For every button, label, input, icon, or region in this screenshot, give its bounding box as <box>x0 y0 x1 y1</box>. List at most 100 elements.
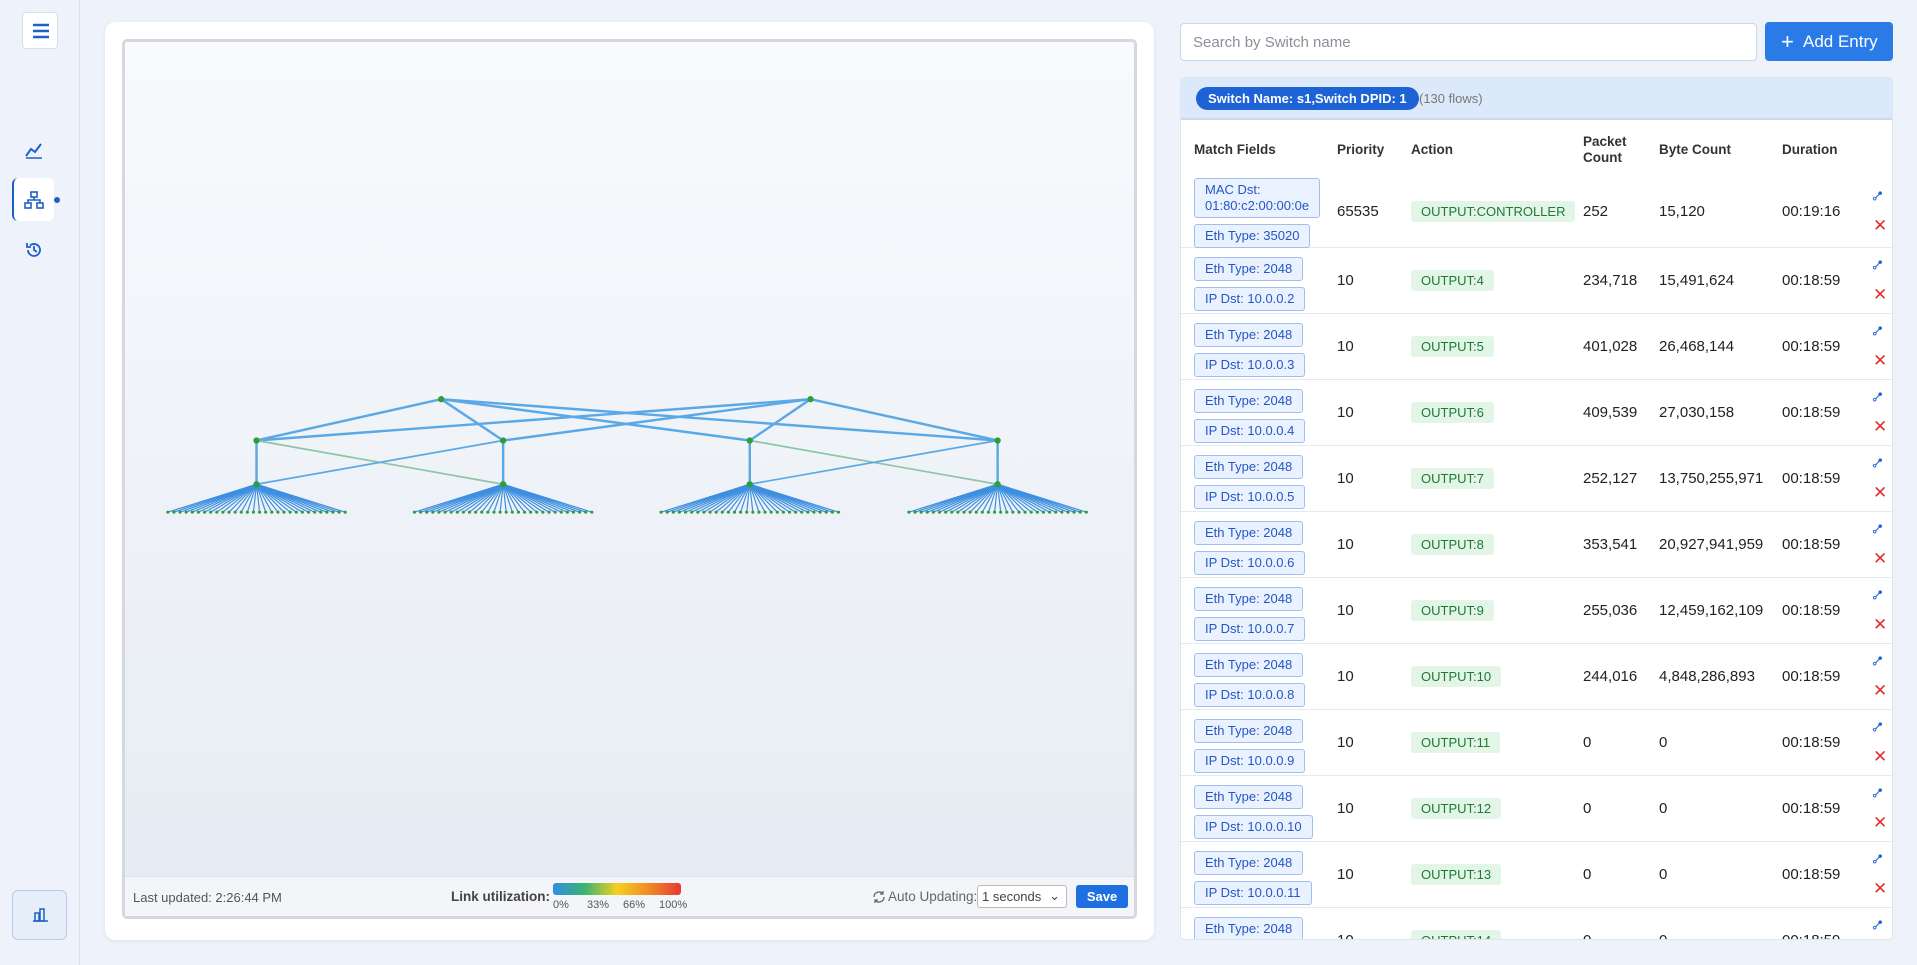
link <box>997 483 1020 513</box>
match-badge: Eth Type: 2048 <box>1194 257 1304 281</box>
switch-node <box>794 510 798 514</box>
match-badge: IP Dst: 10.0.0.4 <box>1194 419 1306 443</box>
switch-node <box>590 510 594 514</box>
action-badge: OUTPUT:7 <box>1411 468 1494 489</box>
switch-node <box>1072 510 1076 514</box>
link <box>715 483 751 513</box>
switch-node <box>258 510 262 514</box>
duration: 00:18:59 <box>1782 602 1841 619</box>
search-input[interactable]: Search by Switch name <box>1180 23 1757 61</box>
delete-button[interactable]: ✕ <box>1873 216 1888 235</box>
switch-node <box>1011 510 1015 514</box>
packet-count: 255,036 <box>1583 602 1638 619</box>
match-badge: IP Dst: 10.0.0.11 <box>1194 881 1312 905</box>
switch-node <box>331 510 335 514</box>
link <box>493 484 504 513</box>
link <box>481 483 504 513</box>
link <box>252 484 258 513</box>
match-badge: IP Dst: 10.0.0.3 <box>1194 353 1306 377</box>
edit-button[interactable]: ⊶ <box>1867 254 1888 275</box>
action-badge: OUTPUT:CONTROLLER <box>1411 201 1576 222</box>
flow-row: Eth Type: 2048 IP Dst: 10.0.0.7 10 OUTPUT:9… <box>1181 578 1892 644</box>
add-entry-button[interactable]: + Add Entry <box>1765 22 1893 61</box>
edit-button[interactable]: ⊶ <box>1867 185 1888 206</box>
history-icon[interactable] <box>24 240 44 260</box>
match-badge: IP Dst: 10.0.0.2 <box>1194 287 1306 311</box>
match-fields: MAC Dst: 01:80:c2:00:00:0e Eth Type: 3502… <box>1194 178 1321 254</box>
link <box>981 483 999 513</box>
delete-button[interactable]: ✕ <box>1873 615 1888 634</box>
match-badge: IP Dst: 10.0.0.9 <box>1194 749 1306 773</box>
switch-node <box>913 510 917 514</box>
delete-button[interactable]: ✕ <box>1873 351 1888 370</box>
delete-button[interactable]: ✕ <box>1873 549 1888 568</box>
flow-row: MAC Dst: 01:80:c2:00:00:0e Eth Type: 3502… <box>1181 176 1892 248</box>
edit-button[interactable]: ⊶ <box>1867 650 1888 671</box>
edit-button[interactable]: ⊶ <box>1867 848 1888 869</box>
switch-node <box>306 510 311 514</box>
delete-button[interactable]: ✕ <box>1873 813 1888 832</box>
delete-button[interactable]: ✕ <box>1873 681 1888 700</box>
match-fields: Eth Type: 2048 IP Dst: 10.0.0.4 <box>1194 389 1319 449</box>
switch-node <box>215 510 219 514</box>
flow-row: Eth Type: 2048 IP Dst: 10.0.0.3 10 OUTPUT:5… <box>1181 314 1892 380</box>
delete-button[interactable]: ✕ <box>1873 747 1888 766</box>
edit-button[interactable]: ⊶ <box>1867 386 1888 407</box>
stats-icon[interactable] <box>24 140 44 160</box>
switch-node <box>178 510 182 514</box>
edit-button[interactable]: ⊶ <box>1867 716 1888 737</box>
link <box>502 484 513 513</box>
switch-node <box>800 510 804 514</box>
switch-node <box>245 510 249 514</box>
switch-node <box>919 510 923 514</box>
edit-button[interactable]: ⊶ <box>1867 584 1888 605</box>
byte-count: 0 <box>1659 800 1668 817</box>
link <box>709 483 751 513</box>
delete-button[interactable]: ✕ <box>1873 417 1888 436</box>
edit-button[interactable]: ⊶ <box>1867 452 1888 473</box>
switch-node <box>818 510 822 514</box>
link <box>256 483 279 513</box>
link <box>256 397 442 442</box>
link <box>993 484 999 513</box>
action-badge: OUTPUT:14 <box>1411 930 1502 939</box>
menu-button[interactable] <box>22 12 58 49</box>
switch-node <box>437 510 441 514</box>
switch-node <box>264 510 268 514</box>
switch-node <box>757 510 761 514</box>
sidebar <box>0 0 80 965</box>
edit-button[interactable]: ⊶ <box>1867 914 1888 935</box>
delete-button[interactable]: ✕ <box>1873 879 1888 898</box>
bottom-button[interactable] <box>12 890 67 940</box>
switch-node <box>1048 510 1052 514</box>
switch-node <box>190 510 194 514</box>
delete-button[interactable]: ✕ <box>1873 483 1888 502</box>
switch-node <box>522 510 527 514</box>
edit-button[interactable]: ⊶ <box>1867 320 1888 341</box>
link <box>246 484 258 513</box>
edit-button[interactable]: ⊶ <box>1867 518 1888 539</box>
link <box>216 483 257 513</box>
match-fields: Eth Type: 2048 IP Dst: 10.0.0.6 <box>1194 521 1319 581</box>
switch-node <box>992 510 997 514</box>
switch-node <box>696 510 700 514</box>
switch-node <box>294 510 298 514</box>
packet-count: 0 <box>1583 866 1592 883</box>
match-fields: Eth Type: 2048 IP Dst: 10.0.0.9 <box>1194 719 1319 779</box>
switch-pill: Switch Name: s1,Switch DPID: 1 <box>1196 87 1419 110</box>
switch-node <box>806 510 810 514</box>
switch-node <box>418 510 423 514</box>
switch-node <box>325 510 329 514</box>
link <box>727 483 751 513</box>
switch-node <box>449 510 453 514</box>
match-badge: Eth Type: 2048 <box>1194 719 1304 743</box>
delete-button[interactable]: ✕ <box>1873 285 1888 304</box>
save-button[interactable]: Save <box>1076 885 1128 908</box>
interval-select[interactable]: 1 seconds ⌄ <box>977 885 1067 908</box>
link <box>749 483 778 513</box>
switch-node <box>751 510 755 514</box>
switch-node <box>994 481 1001 488</box>
action-badge: OUTPUT:4 <box>1411 270 1494 291</box>
switch-node <box>166 510 170 514</box>
edit-button[interactable]: ⊶ <box>1867 782 1888 803</box>
